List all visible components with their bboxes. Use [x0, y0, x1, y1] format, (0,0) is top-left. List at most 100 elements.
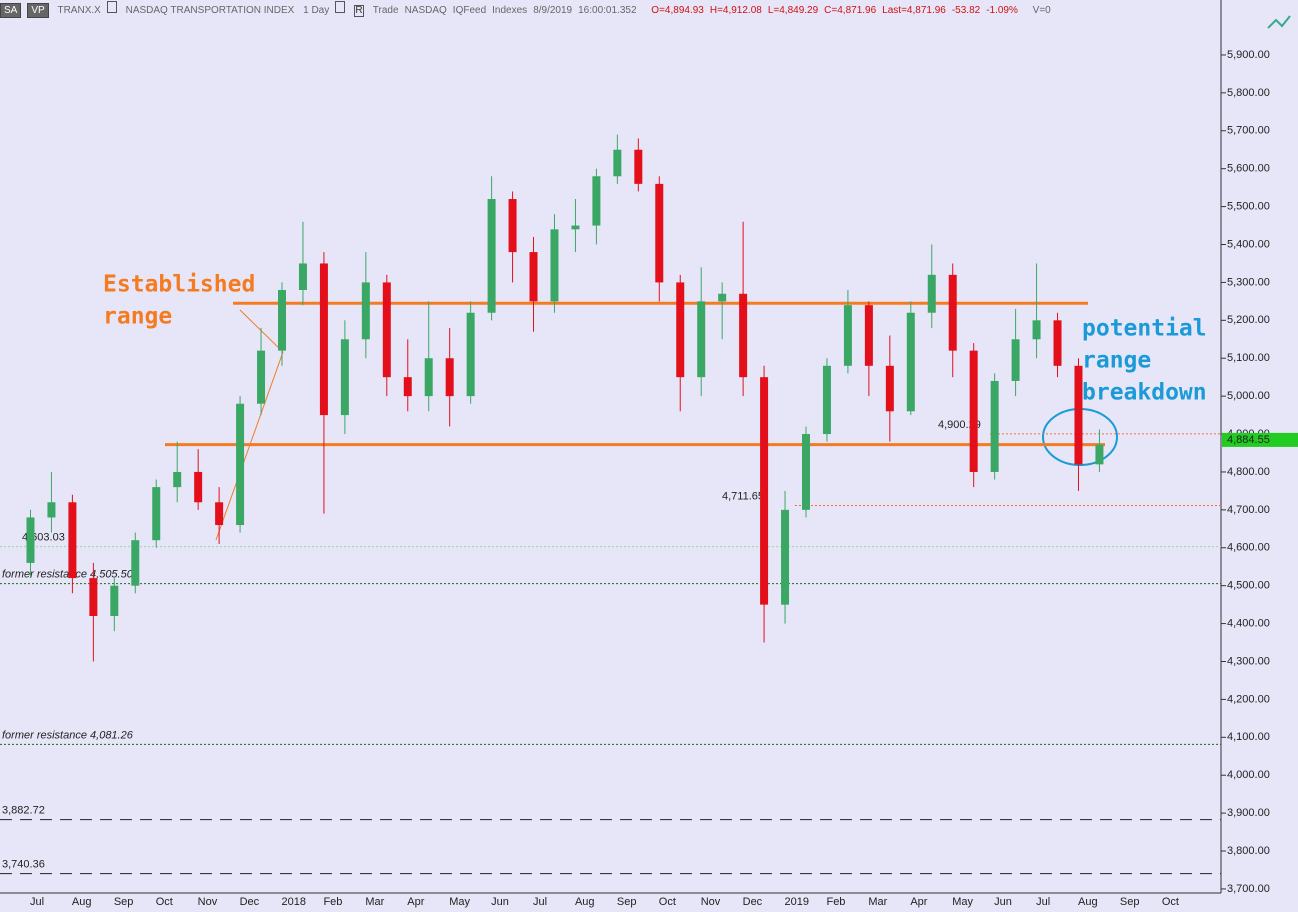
x-tick-label: Aug — [575, 896, 595, 908]
x-tick-label: Mar — [868, 896, 887, 908]
x-tick-label: Nov — [701, 896, 721, 908]
y-tick-label: 5,700.00 — [1227, 125, 1270, 137]
x-tick-label: Apr — [910, 896, 927, 908]
y-tick-label: 4,000.00 — [1227, 769, 1270, 781]
annotation: breakdown — [1082, 380, 1207, 406]
candle-body — [424, 358, 433, 397]
x-tick-label: Dec — [743, 896, 763, 908]
y-tick-label: 4,200.00 — [1227, 693, 1270, 705]
candle-body — [990, 380, 999, 472]
y-tick-label: 5,400.00 — [1227, 238, 1270, 250]
y-tick-label: 5,800.00 — [1227, 87, 1270, 99]
candle-body — [1032, 320, 1041, 340]
y-tick-label: 5,900.00 — [1227, 49, 1270, 61]
icon-line — [1267, 15, 1291, 29]
y-tick-label: 5,100.00 — [1227, 352, 1270, 364]
candle-body — [1053, 320, 1062, 366]
last-price-label: 4,884.55 — [1227, 434, 1270, 446]
header-text: 8/9/2019 — [533, 5, 573, 16]
candle-body — [68, 502, 77, 579]
y-tick-label: 4,100.00 — [1227, 731, 1270, 743]
x-tick-label: 2019 — [785, 896, 809, 908]
x-tick-label: Aug — [72, 896, 92, 908]
toolbar-icon[interactable] — [1267, 15, 1291, 29]
y-tick-label: 4,600.00 — [1227, 542, 1270, 554]
button[interactable]: SA — [0, 3, 22, 18]
y-tick-label: 5,200.00 — [1227, 314, 1270, 326]
candle-body — [843, 305, 852, 366]
toolbar: SA VP TRANX.X NASDAQ TRANSPORTATION INDEX… — [0, 0, 1220, 22]
candle-body — [47, 502, 56, 518]
annotation: Established — [103, 272, 255, 298]
dropdown[interactable] — [335, 1, 346, 13]
candle-body — [173, 471, 182, 488]
interval[interactable]: 1 Day — [303, 5, 330, 16]
candle-body — [1074, 365, 1083, 465]
x-tick-label: Oct — [156, 896, 173, 908]
level-label: 4,711.65 — [722, 490, 764, 502]
symbol[interactable]: TRANX.X — [57, 5, 101, 16]
header-text: IQFeed — [452, 5, 487, 16]
last-price-tag — [1222, 432, 1298, 447]
candle-body — [487, 199, 496, 313]
y-tick-label: 5,300.00 — [1227, 276, 1270, 288]
header-text: O=4,894.93 — [651, 5, 704, 16]
x-tick-label: Jul — [1036, 896, 1050, 908]
volume: V=0 — [1032, 5, 1051, 16]
header-text: Indexes — [492, 5, 528, 16]
candle-body — [822, 365, 831, 435]
header-text: -53.82 — [951, 5, 981, 16]
candle-body — [89, 578, 98, 616]
header-text: H=4,912.08 — [709, 5, 762, 16]
candle-body — [571, 225, 580, 230]
candle-body — [676, 282, 685, 378]
dropdown[interactable] — [106, 1, 117, 13]
header-text: L=4,849.29 — [767, 5, 819, 16]
quote: O=4,894.93 H=4,912.08 L=4,849.29 C=4,871.96… — [651, 0, 1024, 22]
candle-body — [885, 365, 894, 412]
annotation: range — [1082, 348, 1151, 374]
candle-body — [948, 274, 957, 351]
x-tick-label: Sep — [1120, 896, 1140, 908]
x-tick-label: Nov — [198, 896, 218, 908]
x-tick-label: Jul — [30, 896, 44, 908]
x-tick-label: May — [449, 896, 470, 908]
header-text: -1.09% — [986, 5, 1018, 16]
candle-body — [739, 293, 748, 378]
candle-body — [110, 585, 119, 616]
candle-body — [906, 312, 915, 412]
button[interactable]: VP — [27, 3, 49, 18]
triangle-drawing — [215, 309, 284, 541]
x-tick-label: Jun — [491, 896, 509, 908]
candle-body — [592, 176, 601, 226]
candle-body — [445, 358, 454, 397]
annotation: range — [103, 304, 172, 330]
header-text: 16:00:01.352 — [578, 5, 637, 16]
y-tick-label: 3,700.00 — [1227, 883, 1270, 895]
candle-body — [529, 252, 538, 302]
y-tick-label: 5,600.00 — [1227, 163, 1270, 175]
candle-body — [319, 263, 328, 416]
candle-body — [969, 350, 978, 472]
mode[interactable]: R — [354, 5, 365, 17]
x-tick-label: Jun — [994, 896, 1012, 908]
candle-body — [26, 517, 35, 563]
candle-body — [864, 305, 873, 366]
candle-body — [257, 350, 266, 404]
y-tick-label: 4,300.00 — [1227, 655, 1270, 667]
candle-body — [215, 502, 224, 526]
candle-body — [194, 471, 203, 503]
candle-body — [613, 149, 622, 177]
y-tick-label: 5,000.00 — [1227, 390, 1270, 402]
header-text: Trade — [372, 5, 399, 16]
x-tick-label: Sep — [114, 896, 134, 908]
candle-body — [298, 263, 307, 290]
candle-body — [382, 282, 391, 378]
candle-body — [131, 540, 140, 586]
y-tick-label: 4,800.00 — [1227, 466, 1270, 478]
x-tick-label: 2018 — [282, 896, 306, 908]
candle-body — [508, 199, 517, 253]
x-tick-label: Mar — [365, 896, 384, 908]
x-tick-label: Oct — [659, 896, 676, 908]
